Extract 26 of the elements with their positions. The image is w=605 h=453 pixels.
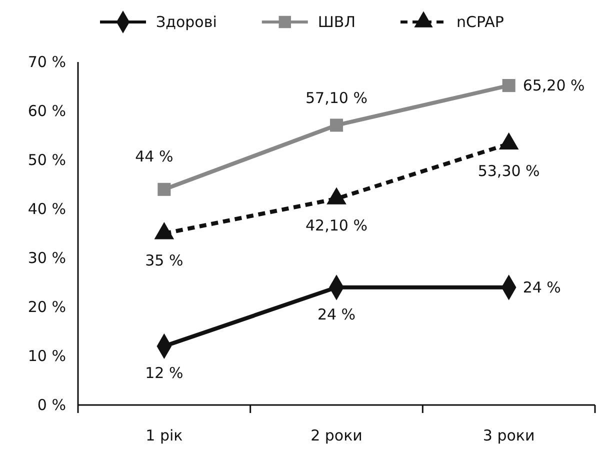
data-label: 53,30 % [478, 162, 540, 180]
y-tick-label: 40 % [28, 200, 66, 218]
legend-label: ШВЛ [318, 13, 356, 31]
data-label: 42,10 % [306, 216, 368, 235]
data-label: 44 % [135, 147, 174, 166]
x-tick-label: 1 рік [146, 426, 183, 445]
point [330, 118, 344, 132]
y-tick-label: 30 % [28, 248, 66, 267]
y-tick-label: 50 % [28, 150, 66, 169]
data-label: 24 % [522, 278, 561, 296]
x-tick-label: 3 роки [482, 426, 535, 445]
data-label: 24 % [317, 305, 356, 324]
legend-label: Здорові [156, 13, 217, 31]
y-tick-label: 60 % [28, 102, 66, 120]
data-label: 12 % [145, 364, 184, 382]
x-tick-label: 2 роки [310, 426, 362, 445]
data-label: 57,10 % [306, 89, 368, 108]
y-tick-label: 70 % [28, 52, 66, 71]
data-label: 65,20 % [522, 76, 585, 95]
data-label: 35 % [145, 252, 184, 270]
point [158, 182, 171, 196]
y-tick-label: 10 % [28, 346, 66, 365]
point [502, 79, 516, 92]
y-tick-label: 0 % [37, 396, 66, 414]
legend-label: nCPAP [456, 13, 504, 31]
y-tick-label: 20 % [28, 298, 66, 316]
